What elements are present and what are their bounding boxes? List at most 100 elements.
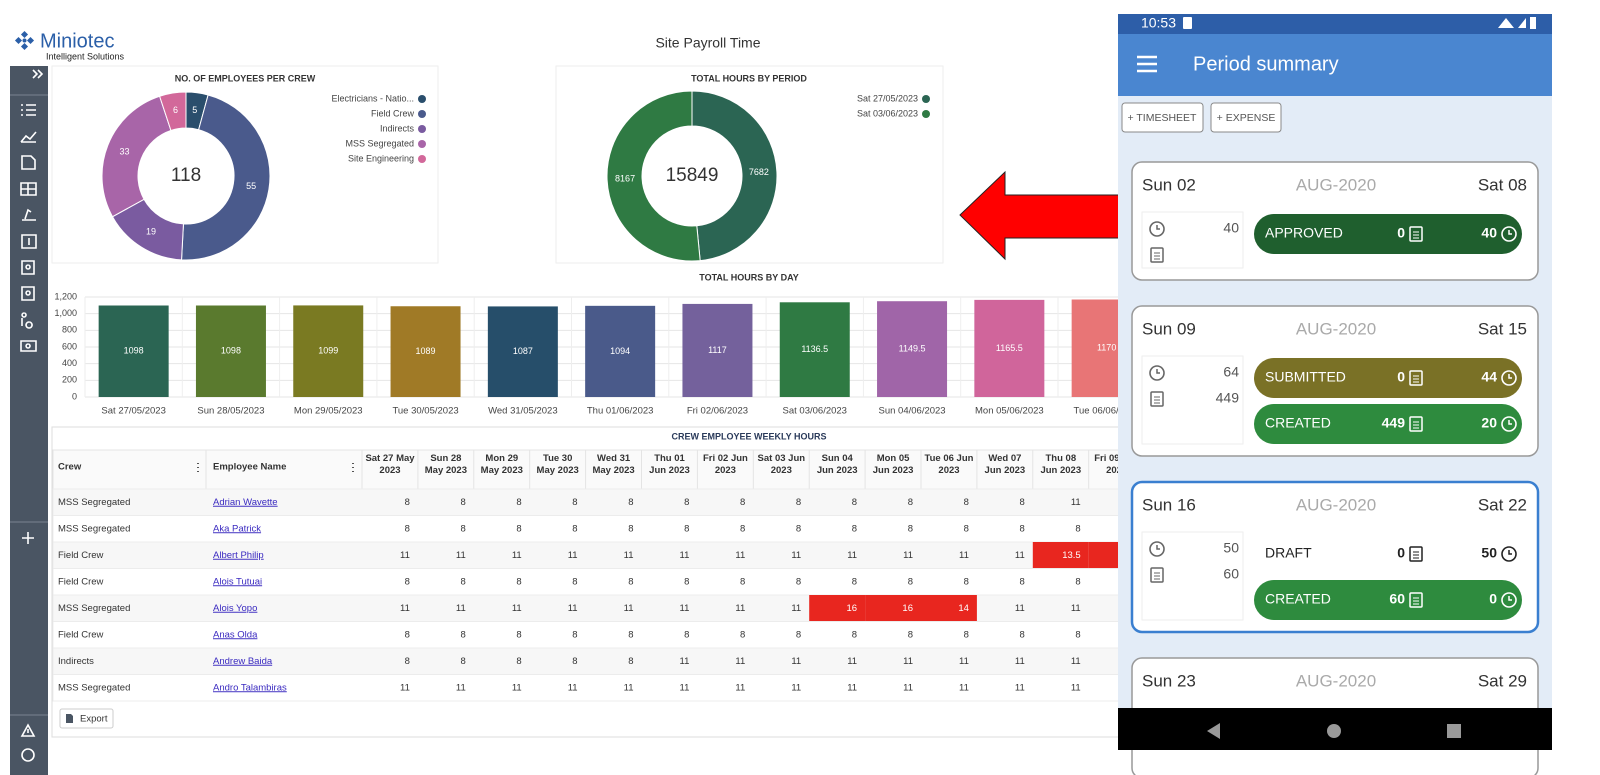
- x-tick-label: Fri 02/06/2023: [687, 406, 748, 417]
- clock-icon: [1149, 221, 1165, 237]
- status-hours: 20: [1481, 415, 1497, 431]
- table-row: [52, 647, 1122, 675]
- slice-label: 33: [120, 146, 130, 156]
- doc-lines: [1413, 551, 1419, 559]
- red-arrow: [959, 170, 1143, 261]
- employee-link[interactable]: Andrew Baida: [213, 656, 273, 667]
- card-start: Sun 09: [1142, 319, 1196, 338]
- hours-cell: 8: [461, 629, 466, 640]
- home-button[interactable]: [1327, 724, 1341, 738]
- hours-cell: 11: [512, 550, 522, 561]
- button-label[interactable]: + EXPENSE: [1217, 112, 1276, 124]
- status-pill: [1254, 214, 1522, 254]
- hours-cell: 11: [400, 550, 410, 561]
- hours-cell: 11: [903, 656, 913, 667]
- hours-cell: 11: [1015, 550, 1025, 561]
- bar: [98, 305, 169, 397]
- back-button[interactable]: [1207, 723, 1220, 739]
- hours-cell: 16: [847, 603, 858, 614]
- button-label[interactable]: + TIMESHEET: [1128, 112, 1198, 124]
- sidebar-icons[interactable]: [10, 69, 48, 762]
- battery-icon: [1530, 17, 1536, 29]
- logo-icon: [14, 30, 35, 51]
- header-cell: Fri 09 Jun 2023: [1094, 453, 1139, 476]
- hours-cell: 8: [964, 523, 969, 534]
- header-cell: Sun 28 May 2023: [425, 453, 467, 476]
- bar-value-label: 1089: [416, 346, 436, 356]
- hours-cell: 8: [964, 497, 969, 508]
- column-header: Fri 02 Jun 2023: [702, 453, 748, 476]
- legend-swatch: [922, 110, 930, 118]
- legend-label: Sat 27/05/2023: [857, 93, 918, 103]
- column-header: Thu 08 Jun 2023: [1040, 453, 1082, 476]
- hours-cell: 11: [680, 656, 690, 667]
- menu-icon[interactable]: [1137, 55, 1157, 73]
- hours-cell: 8: [572, 629, 577, 640]
- app-bar: [1118, 34, 1552, 96]
- phone: 10:53 Period summary + TIMESHEET + EXPEN…: [1118, 14, 1552, 775]
- y-tick-label: 1,200: [54, 291, 77, 301]
- export-label[interactable]: Export: [80, 714, 108, 725]
- employee-link[interactable]: Alois Yopo: [213, 603, 257, 614]
- hours-cell: 11: [735, 682, 745, 693]
- crew-cell: MSS Segregated: [58, 523, 130, 534]
- card-end: Sat 22: [1478, 495, 1527, 514]
- doc-icon: [1409, 546, 1423, 562]
- employee-link[interactable]: Alois Tutuai: [213, 576, 262, 587]
- export-button[interactable]: [59, 708, 114, 729]
- hours-cell: 8: [964, 576, 969, 587]
- legend-label: Electricians - Natio...: [331, 93, 414, 103]
- employee-link[interactable]: Andro Talambiras: [213, 682, 287, 693]
- clock-icon: [1501, 370, 1517, 386]
- header-cell: Sat 03 Jun 2023: [758, 453, 806, 476]
- x-tick-label: Thu 01/06/2023: [587, 406, 654, 417]
- hours-cell: 11: [456, 682, 466, 693]
- employee-link[interactable]: Albert Philip: [213, 550, 264, 561]
- header-cell: Sat 27 May 2023: [365, 453, 414, 476]
- column-header: Wed 31 May 2023: [592, 453, 635, 476]
- y-tick-label: 200: [62, 375, 77, 385]
- export-icon: [66, 714, 73, 723]
- hours-cell: 8: [684, 576, 689, 587]
- column-header: Tue 30 May 2023: [536, 453, 579, 476]
- status-label: SUBMITTED: [1265, 369, 1346, 385]
- status-hours: 40: [1481, 225, 1497, 241]
- doc-icon: [1150, 391, 1164, 407]
- clock-hands: [1156, 369, 1160, 374]
- bar-value-label: 1165.5: [996, 343, 1023, 353]
- hours-cell: 8: [461, 576, 466, 587]
- hours-cell: 11: [847, 656, 857, 667]
- recent-button[interactable]: [1447, 724, 1461, 738]
- table-title: CREW EMPLOYEE WEEKLY HOURS: [671, 431, 826, 441]
- hours-cell: 8: [628, 523, 633, 534]
- card-start: Sun 23: [1142, 671, 1196, 690]
- hours-cell: 11: [959, 550, 969, 561]
- header-cell: Tue 06 Jun 2023: [925, 453, 974, 476]
- employee-link[interactable]: Anas Olda: [213, 629, 258, 640]
- hours-cell: 8: [516, 523, 521, 534]
- doc-icon: [1409, 226, 1423, 242]
- doc-lines: [1154, 396, 1160, 404]
- hours-cell: 8: [516, 629, 521, 640]
- hours-cell: 8: [405, 576, 410, 587]
- header-cell: Tue 30 May 2023: [536, 453, 579, 476]
- hours-cell: 8: [405, 656, 410, 667]
- legend-label: Sat 03/06/2023: [857, 108, 918, 118]
- column-header: Sun 04 Jun 2023: [816, 453, 858, 476]
- employee-link[interactable]: Adrian Wavette: [213, 497, 278, 508]
- donut-slice: [181, 94, 271, 261]
- doc-icon: [1409, 370, 1423, 386]
- card-end: Sat 29: [1478, 671, 1527, 690]
- hours-cell: 8: [796, 576, 801, 587]
- card-start: Sun 16: [1142, 495, 1196, 514]
- legend-swatch: [418, 125, 426, 133]
- hours-cell: 11: [400, 603, 410, 614]
- status-expenses: 60: [1389, 591, 1405, 607]
- hours-cell: 11: [791, 682, 801, 693]
- status-expenses: 0: [1397, 369, 1405, 385]
- timesheet-button[interactable]: [1121, 102, 1204, 133]
- hours-cell: 8: [405, 523, 410, 534]
- bar: [779, 302, 850, 397]
- expense-button[interactable]: [1210, 102, 1282, 133]
- employee-link[interactable]: Aka Patrick: [213, 523, 261, 534]
